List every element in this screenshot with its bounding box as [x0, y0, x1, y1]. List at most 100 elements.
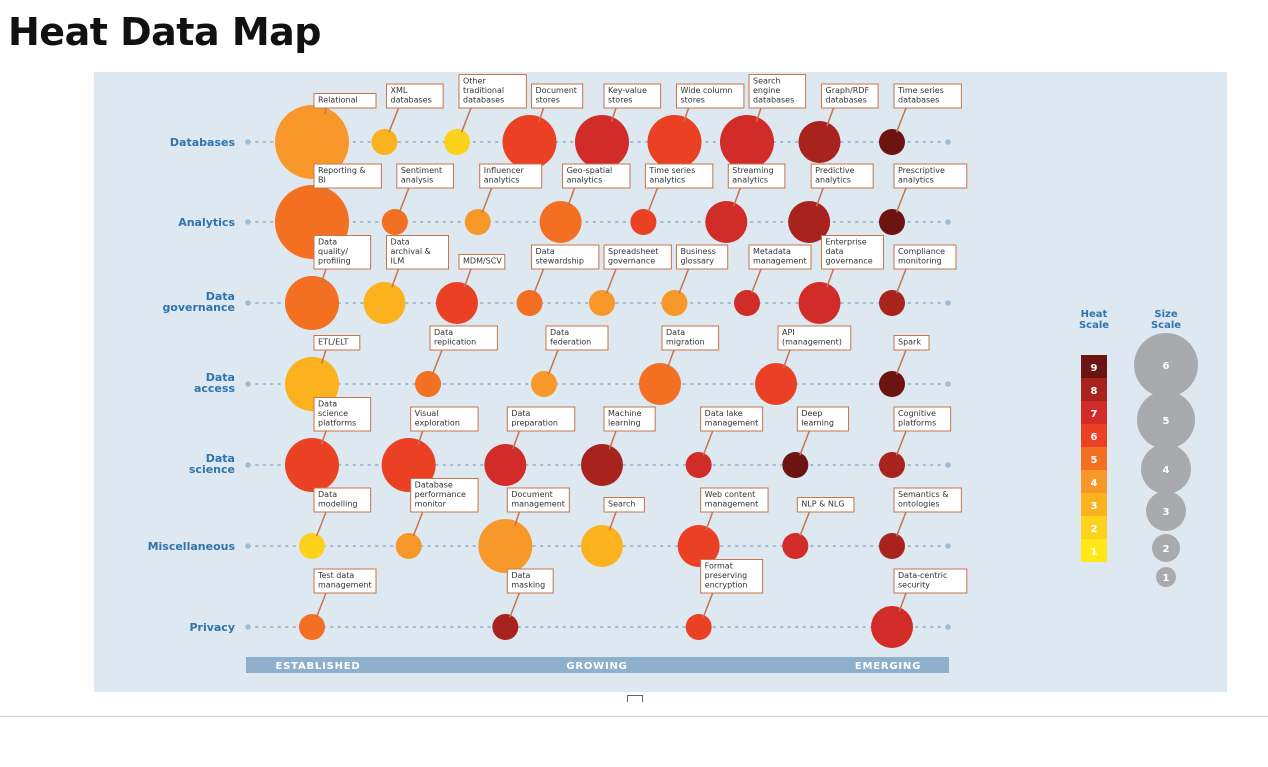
- callout-box: [386, 83, 444, 109]
- bubble: [788, 201, 831, 243]
- item-compliance-monitoring: Compliance monitoring: [879, 244, 957, 316]
- item-data-centric-security: Data-centric security: [871, 568, 968, 648]
- item-influencer-analytics: Influencer analytics: [464, 163, 543, 235]
- row-label: Data access: [194, 371, 235, 395]
- bubble: [531, 371, 557, 397]
- bubble: [871, 606, 913, 648]
- callout-box: [893, 244, 957, 270]
- size-level-label: 3: [1163, 507, 1170, 518]
- bubble: [677, 525, 720, 567]
- callout-box: [644, 163, 714, 189]
- size-bubble-6: [1134, 333, 1198, 397]
- heat-level-label: 6: [1091, 432, 1098, 443]
- row-start-dot: [245, 219, 251, 225]
- callout-pointer: [567, 187, 576, 207]
- item-search-engine-databases: Search engine databases: [720, 74, 807, 169]
- heat-swatch-2: [1081, 516, 1107, 539]
- item-geo-spatial-analytics: Geo-spatial analytics: [539, 163, 631, 243]
- row-label: Data science: [189, 452, 235, 476]
- item-label: Streaming analytics: [732, 166, 773, 185]
- callout-pointer: [431, 349, 443, 375]
- item-label: Data masking: [511, 571, 545, 590]
- bubble: [299, 533, 325, 559]
- item-label: Predictive analytics: [815, 166, 855, 185]
- item-label: Relational: [318, 96, 358, 105]
- bubble: [444, 129, 470, 155]
- callout-pointer: [732, 187, 741, 207]
- row-miscellaneous: Miscellaneous Data modelling Database perfor…: [148, 478, 962, 573]
- callout-pointer: [320, 268, 327, 283]
- callout-box: [893, 83, 962, 109]
- callout-pointer: [605, 268, 617, 294]
- row-databases: Databases Relational XML databases Other trad…: [170, 74, 962, 179]
- callout-pointer: [826, 268, 835, 288]
- item-data-replication: Data replication: [415, 325, 498, 397]
- item-label: Document management: [511, 490, 565, 509]
- item-label: Key-value stores: [608, 86, 647, 105]
- bubble: [798, 121, 841, 163]
- item-label: Database performance monitor: [415, 481, 466, 509]
- callout-pointer: [750, 268, 762, 294]
- callout-box: [893, 487, 962, 513]
- callout-pointer: [320, 349, 327, 364]
- heat-level-label: 1: [1091, 547, 1098, 558]
- item-label: MDM/SCV: [463, 257, 502, 266]
- item-relational: Relational: [275, 93, 377, 179]
- bubble: [879, 452, 905, 478]
- bubble: [464, 209, 491, 235]
- callout-pointer: [895, 268, 907, 294]
- item-format-preserving-encryption: Format preserving encryption: [685, 559, 764, 640]
- callout-pointer: [481, 187, 493, 213]
- callout-pointer: [678, 268, 690, 294]
- heat-level-label: 4: [1091, 478, 1098, 489]
- size-level-label: 2: [1163, 544, 1170, 555]
- item-enterprise-data-governance: Enterprise data governance: [798, 235, 884, 324]
- callout-pointer: [705, 511, 714, 531]
- bubble: [879, 290, 905, 316]
- callout-box: [313, 163, 382, 189]
- bubble: [581, 444, 623, 486]
- bubble: [720, 115, 774, 169]
- slide-handle: [627, 695, 643, 702]
- item-label: Influencer analytics: [484, 166, 525, 185]
- item-label: Metadata management: [753, 247, 807, 266]
- heat-swatch-6: [1081, 424, 1107, 447]
- bubble: [879, 209, 905, 235]
- heat-swatch-7: [1081, 401, 1107, 424]
- item-label: Data-centric security: [898, 571, 947, 590]
- item-label: Enterprise data governance: [826, 238, 873, 266]
- bubble: [705, 201, 748, 243]
- item-key-value-stores: Key-value stores: [575, 83, 662, 169]
- row-end-dot: [945, 462, 951, 468]
- item-data-stewardship: Data stewardship: [516, 244, 600, 316]
- maturity-axis: ESTABLISHED GROWING EMERGING: [246, 657, 949, 673]
- callout-pointer: [320, 430, 327, 445]
- item-data-archival-ilm: Data archival & ILM: [363, 235, 449, 324]
- callout-box: [893, 163, 968, 189]
- bubble: [299, 614, 325, 640]
- item-document-stores: Document stores: [502, 83, 584, 169]
- bubble: [734, 290, 760, 316]
- item-label: XML databases: [391, 86, 432, 105]
- bubble: [782, 452, 809, 478]
- item-label: Reporting & BI: [318, 166, 366, 185]
- item-label: Deep learning: [801, 409, 834, 428]
- row-label: Privacy: [189, 621, 235, 634]
- item-label: Visual exploration: [415, 409, 460, 428]
- row-label: Analytics: [178, 216, 235, 229]
- item-label: Format preserving encryption: [705, 562, 748, 590]
- item-other-traditional-databases: Other traditional databases: [444, 74, 527, 155]
- row-data-governance: Data governance Data quality/profiling Data a…: [162, 235, 957, 330]
- callout-box: [821, 83, 879, 109]
- bubble: [415, 371, 441, 397]
- heat-level-label: 9: [1091, 363, 1098, 374]
- bubble: [685, 452, 712, 478]
- callout-pointer: [755, 107, 762, 122]
- item-label: Time series analytics: [648, 166, 695, 185]
- item-data-modelling: Data modelling: [299, 487, 372, 559]
- heat-swatch-1: [1081, 539, 1107, 562]
- bubble: [285, 438, 339, 492]
- callout-box: [396, 163, 454, 189]
- size-level-label: 4: [1163, 465, 1170, 476]
- callout-box: [429, 325, 498, 351]
